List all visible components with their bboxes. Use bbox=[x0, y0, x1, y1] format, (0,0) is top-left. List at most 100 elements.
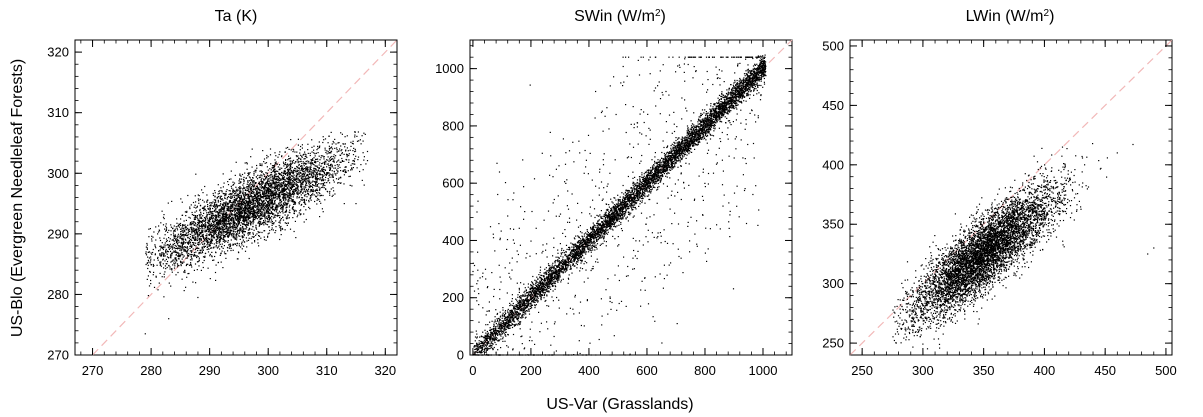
scatter-point bbox=[265, 239, 267, 241]
scatter-point bbox=[165, 238, 168, 240]
scatter-point bbox=[206, 241, 208, 243]
scatter-point bbox=[353, 163, 355, 165]
scatter-point bbox=[313, 181, 315, 183]
scatter-point bbox=[199, 215, 201, 217]
scatter-point bbox=[320, 183, 322, 185]
scatter-point bbox=[336, 164, 338, 166]
scatter-point bbox=[215, 211, 218, 213]
scatter-point bbox=[267, 189, 269, 191]
scatter-point bbox=[251, 197, 253, 199]
scatter-point bbox=[290, 175, 292, 177]
scatter-point bbox=[199, 236, 201, 238]
scatter-point bbox=[218, 236, 220, 239]
scatter-point bbox=[286, 180, 288, 183]
scatter-point bbox=[212, 259, 214, 261]
scatter-point bbox=[150, 283, 152, 285]
scatter-point bbox=[227, 184, 230, 186]
scatter-point bbox=[352, 167, 354, 169]
scatter-point bbox=[292, 206, 294, 208]
scatter-point bbox=[232, 184, 234, 186]
scatter-point bbox=[247, 195, 249, 197]
scatter-point bbox=[195, 231, 197, 233]
scatter-point bbox=[164, 246, 166, 248]
scatter-point bbox=[216, 207, 218, 209]
scatter-point bbox=[248, 208, 250, 210]
scatter-point bbox=[209, 210, 211, 212]
scatter-point bbox=[283, 181, 285, 183]
scatter-point bbox=[231, 226, 233, 228]
scatter-point bbox=[305, 154, 307, 156]
scatter-point bbox=[222, 228, 224, 230]
scatter-point bbox=[193, 244, 196, 246]
scatter-point bbox=[184, 271, 186, 274]
scatter-point bbox=[213, 230, 215, 232]
scatter-point bbox=[296, 187, 299, 189]
scatter-point bbox=[195, 255, 197, 257]
scatter-point bbox=[258, 206, 260, 208]
scatter-point bbox=[218, 231, 220, 233]
scatter-point bbox=[344, 143, 346, 145]
scatter-point bbox=[259, 164, 261, 166]
scatter-point bbox=[214, 209, 216, 211]
scatter-point bbox=[228, 190, 230, 192]
scatter-point bbox=[260, 196, 262, 198]
scatter-point bbox=[242, 184, 244, 186]
scatter-point bbox=[196, 205, 198, 207]
scatter-point bbox=[275, 208, 277, 210]
scatter-point bbox=[238, 213, 240, 215]
scatter-point bbox=[305, 209, 307, 211]
scatter-point bbox=[246, 212, 248, 215]
scatter-point bbox=[195, 239, 197, 241]
scatter-point bbox=[159, 245, 161, 247]
scatter-point bbox=[192, 281, 194, 283]
scatter-point bbox=[252, 223, 254, 225]
scatter-point bbox=[292, 184, 294, 186]
scatter-point bbox=[268, 226, 270, 228]
scatter-point bbox=[242, 225, 244, 228]
scatter-point bbox=[209, 242, 211, 244]
scatter-point bbox=[203, 225, 205, 227]
scatter-point bbox=[220, 199, 222, 201]
scatter-point bbox=[362, 152, 364, 154]
scatter-point bbox=[179, 234, 182, 236]
scatter-point bbox=[178, 252, 180, 255]
scatter-point bbox=[261, 177, 263, 179]
scatter-point bbox=[285, 207, 287, 209]
scatter-point bbox=[287, 171, 289, 173]
scatter-point bbox=[285, 204, 287, 206]
scatter-point bbox=[269, 190, 271, 193]
scatter-point bbox=[164, 265, 166, 267]
scatter-point bbox=[225, 224, 227, 226]
scatter-point bbox=[261, 204, 264, 206]
scatter-point bbox=[289, 166, 291, 168]
scatter-point bbox=[195, 251, 197, 253]
scatter-point bbox=[198, 221, 200, 224]
scatter-point bbox=[324, 199, 326, 201]
scatter-point bbox=[330, 188, 332, 190]
scatter-point bbox=[251, 193, 253, 195]
scatter-point bbox=[267, 180, 270, 182]
scatter-point bbox=[207, 230, 209, 232]
scatter-point bbox=[246, 240, 248, 242]
scatter-point bbox=[308, 177, 310, 179]
scatter-point bbox=[270, 174, 272, 176]
y-tick-label: 290 bbox=[47, 226, 69, 241]
scatter-point bbox=[160, 255, 162, 257]
scatter-point bbox=[278, 192, 280, 194]
scatter-point bbox=[188, 243, 190, 245]
scatter-point bbox=[255, 198, 258, 200]
scatter-point bbox=[188, 264, 191, 266]
scatter-point bbox=[291, 175, 293, 177]
scatter-point bbox=[177, 264, 179, 266]
scatter-point bbox=[215, 242, 217, 244]
scatter-point bbox=[300, 169, 302, 171]
scatter-point bbox=[172, 232, 175, 234]
scatter-point bbox=[185, 239, 187, 241]
scatter-point bbox=[216, 227, 218, 229]
scatter-point bbox=[222, 186, 224, 188]
scatter-point bbox=[212, 223, 214, 226]
scatter-point bbox=[223, 211, 225, 213]
scatter-point bbox=[286, 206, 288, 208]
scatter-point bbox=[190, 256, 192, 258]
scatter-point bbox=[248, 207, 250, 209]
